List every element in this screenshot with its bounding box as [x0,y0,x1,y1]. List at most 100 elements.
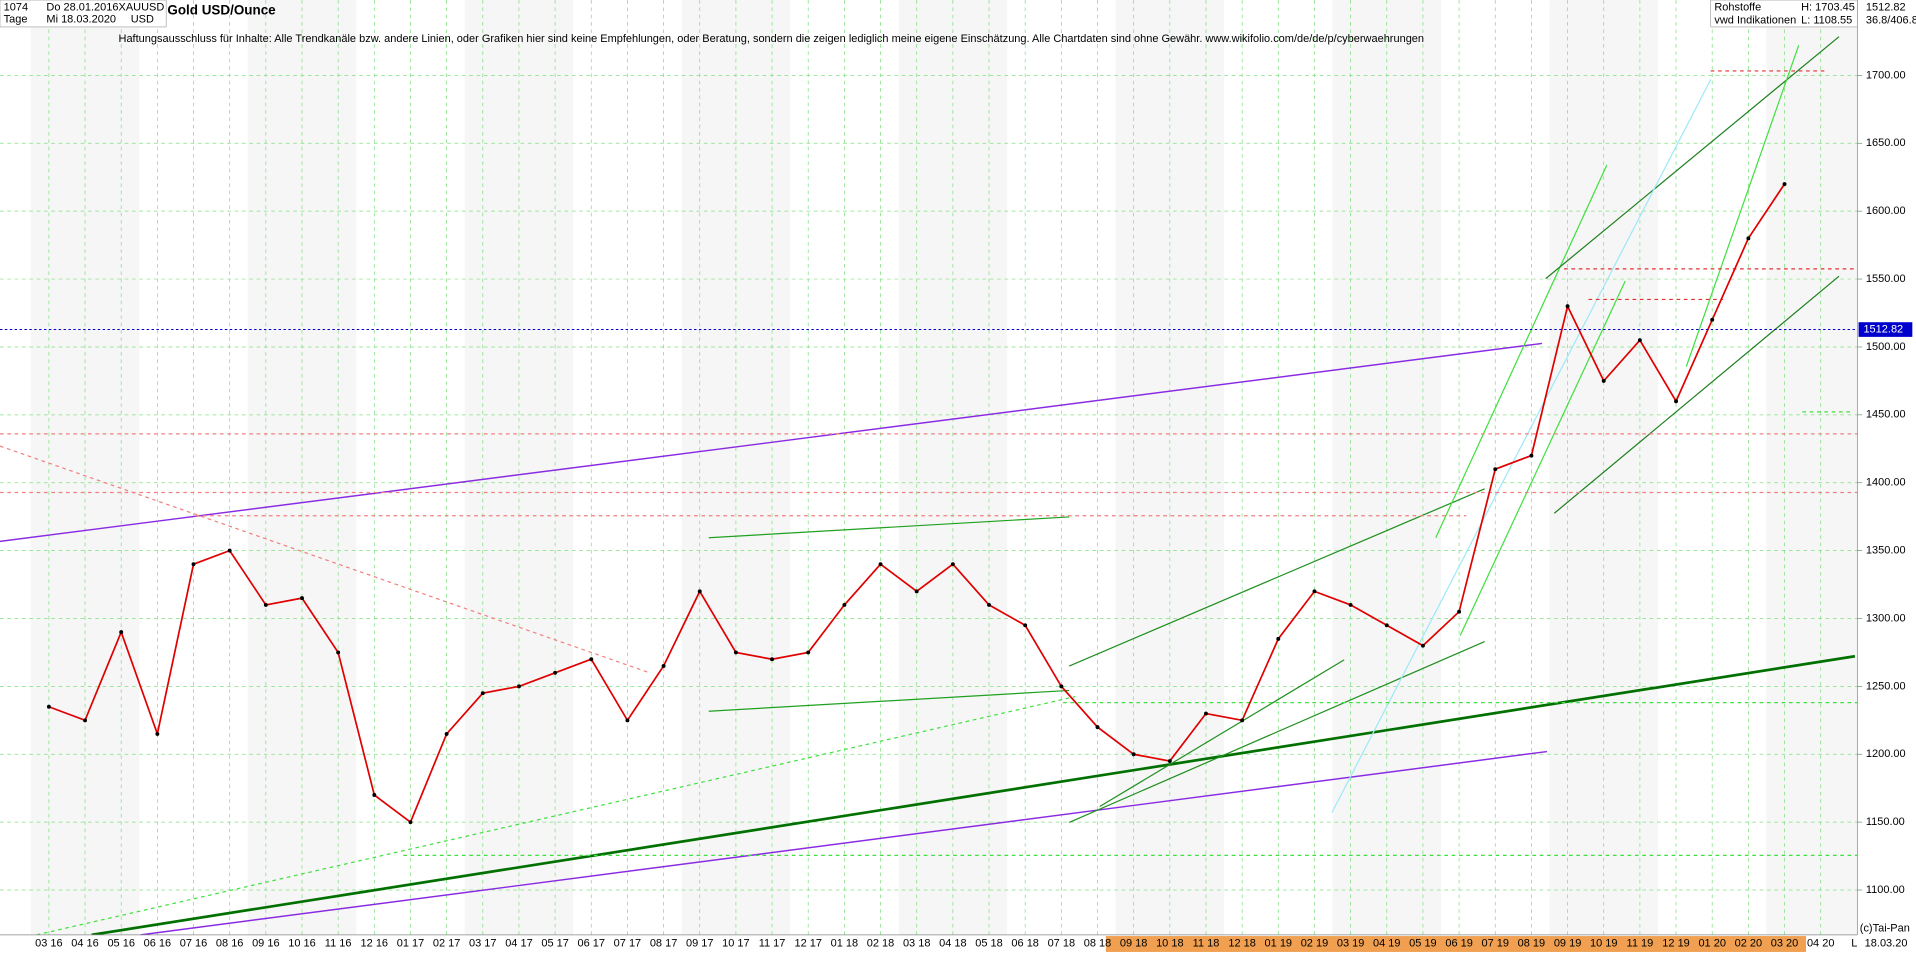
chart-title: Gold USD/Ounce [167,3,276,18]
price-point [1059,684,1064,689]
price-point [516,684,521,689]
price-point [806,650,811,655]
price-point [842,602,847,607]
info-box [1710,0,1861,28]
x-tick-label: 10 17 [722,937,750,949]
price-point [1167,759,1172,764]
header-box [0,0,167,28]
price-point [46,704,51,709]
trend-line [1435,164,1608,538]
price-point [1276,636,1281,641]
x-tick-label: 06 19 [1445,937,1473,949]
x-tick-label: 05 16 [107,937,134,949]
x-tick-label: 09 16 [252,937,280,949]
price-point [1023,623,1028,628]
y-tick-label: 1200.00 [1866,748,1906,760]
x-tick-label: 08 16 [216,937,244,949]
trend-line [36,695,1076,936]
price-point [336,650,341,655]
trend-line [1459,280,1626,636]
x-tick-label: 10 19 [1590,937,1618,949]
last-price-box [1858,322,1913,337]
trend-line [0,342,1543,543]
axis-top: 1512.82 [1866,1,1906,13]
price-point [155,731,160,736]
x-tick-label: 07 17 [614,937,642,949]
x-tick-label: 04 17 [505,937,533,949]
price-point [1457,609,1462,614]
price-point [553,670,558,675]
y-tick-label: 1300.00 [1866,612,1906,624]
price-point [480,691,485,696]
x-tick-label: 03 17 [469,937,497,949]
header-source: vwd Indikationen [1714,15,1796,27]
x-tick-label: 12 18 [1228,937,1256,949]
price-point [697,589,702,594]
price-point [372,793,377,797]
price-point [950,562,955,567]
x-axis-highlight [1105,936,1807,952]
header-count: 1074 [4,1,28,13]
price-point [987,602,991,607]
price-point [878,562,883,567]
x-tick-label: 11 19 [1627,937,1654,949]
x-tick-label: 01 19 [1265,937,1293,949]
trend-line [91,654,1856,937]
x-tick-label: 10 18 [1156,937,1184,949]
x-tick-label: 03 20 [1771,937,1799,949]
x-tick-label: 05 18 [975,937,1003,949]
axis-date: 18.03.20 [1865,937,1908,949]
trend-line [1068,488,1485,667]
x-tick-label: 07 18 [1048,937,1076,949]
price-point [1384,623,1389,628]
axis-range: 36.8/406.8 [1866,15,1916,27]
x-tick-label: 04 19 [1373,937,1401,949]
header-symbol: XAUUSD [119,1,165,13]
price-point [191,562,196,567]
header-period: Tage [4,14,28,26]
x-tick-label: 11 16 [325,937,352,949]
last-price-label: 1512.82 [1863,323,1903,335]
price-point [1240,718,1245,723]
y-tick-label: 1700.00 [1866,69,1906,81]
y-tick-label: 1450.00 [1866,409,1906,421]
trend-line [1553,275,1840,514]
y-tick-label: 1550.00 [1866,273,1906,285]
trend-line [1099,659,1345,808]
x-tick-label: 12 19 [1662,937,1690,949]
price-point [733,650,738,655]
x-tick-label: 06 18 [1011,937,1039,949]
header-high: H: 1703.45 [1801,1,1855,13]
price-point [1312,589,1317,594]
y-tick-label: 1350.00 [1866,545,1906,557]
price-point [1601,378,1606,383]
header-currency: USD [131,14,154,26]
price-point [1710,317,1715,322]
x-tick-label: 04 20 [1807,937,1835,949]
x-tick-label: 05 17 [541,937,569,949]
price-point [300,596,304,601]
price-point [83,718,87,723]
y-tick-label: 1150.00 [1866,816,1905,828]
x-tick-label: 04 16 [71,937,99,949]
price-point [661,664,666,668]
x-tick-label: 11 17 [759,937,786,949]
x-tick-label: 02 20 [1735,937,1763,949]
x-tick-label: 06 17 [578,937,606,949]
trend-lines [0,36,1858,937]
x-tick-label: 02 17 [433,937,461,949]
trend-line [1331,79,1712,813]
price-point [770,657,775,662]
marks [46,182,1787,825]
x-tick-label: 12 17 [794,937,822,949]
y-tick-label: 1500.00 [1866,341,1906,353]
price-point [1529,453,1534,458]
price-point [1095,725,1100,730]
y-axis-area [1857,0,1916,935]
price-point [1565,304,1570,309]
disclaimer: Haftungsausschluss für Inhalte: Alle Tre… [119,33,1425,45]
x-tick-label: 08 19 [1518,937,1546,949]
x-tick-label: 09 19 [1554,937,1582,949]
price-point [263,602,268,607]
